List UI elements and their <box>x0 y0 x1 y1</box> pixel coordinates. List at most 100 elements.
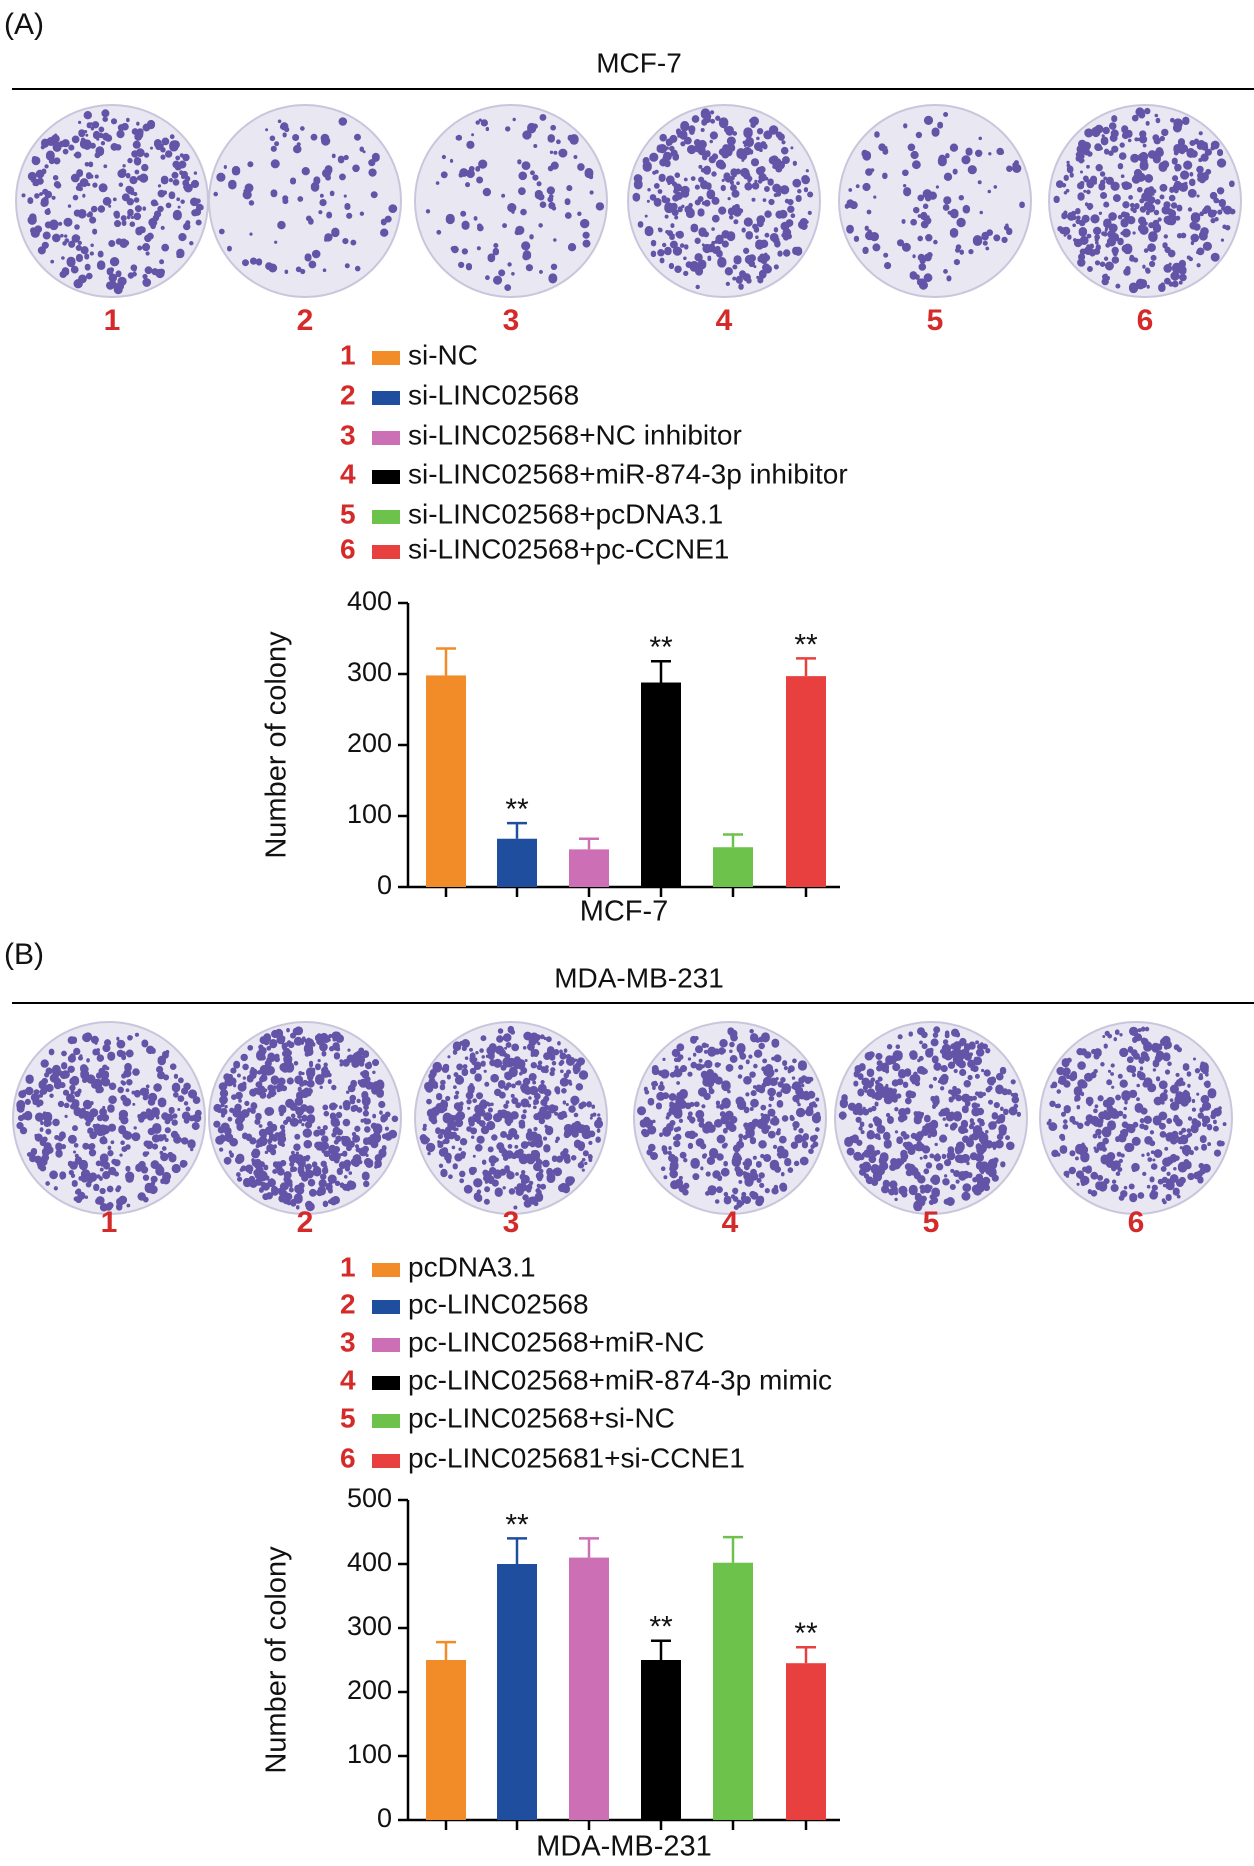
plate-label: 3 <box>503 1206 520 1239</box>
bar <box>641 1660 681 1820</box>
y-tick-label: 300 <box>347 657 392 687</box>
bar <box>497 838 537 887</box>
legend-number: 4 <box>340 1364 356 1395</box>
panel-title: MDA-MB-231 <box>554 962 724 993</box>
legend-label: pc-LINC02568+miR-NC <box>408 1326 704 1357</box>
bar <box>713 847 753 887</box>
legend-label: si-NC <box>408 339 478 370</box>
plate-label: 2 <box>297 304 314 337</box>
bar <box>641 682 681 887</box>
legend-number: 1 <box>340 339 356 370</box>
y-tick-label: 400 <box>347 586 392 616</box>
y-tick-label: 100 <box>347 1739 392 1769</box>
panel-title: MCF-7 <box>596 47 682 78</box>
panel-label: (A) <box>4 8 44 41</box>
bar <box>786 1663 826 1820</box>
x-axis-label: MDA-MB-231 <box>536 1831 712 1863</box>
colonies <box>16 1032 202 1212</box>
plate-label: 3 <box>503 304 520 337</box>
plate-label: 5 <box>923 1206 940 1239</box>
legend-number: 4 <box>340 458 356 489</box>
bar <box>569 849 609 887</box>
legend-swatch <box>372 470 400 484</box>
colonies <box>838 1026 1021 1212</box>
plate-label: 6 <box>1137 304 1154 337</box>
legend-swatch <box>372 1376 400 1390</box>
legend-swatch <box>372 510 400 524</box>
y-tick-label: 500 <box>347 1483 392 1513</box>
legend-swatch <box>372 351 400 365</box>
y-axis-label: Number of colony <box>261 1546 293 1774</box>
legend-label: pc-LINC02568+miR-874-3p mimic <box>408 1364 832 1395</box>
legend-label: pc-LINC025681+si-CCNE1 <box>408 1442 745 1473</box>
plate-label: 2 <box>297 1206 314 1239</box>
plate-label: 4 <box>722 1206 739 1239</box>
colonies <box>213 117 398 275</box>
plate-label: 5 <box>927 304 944 337</box>
colonies <box>632 108 814 290</box>
plate-label: 1 <box>104 304 121 337</box>
legend-label: pc-LINC02568+si-NC <box>408 1402 675 1433</box>
y-tick-label: 400 <box>347 1547 392 1577</box>
legend-swatch <box>372 1414 400 1428</box>
legend-number: 3 <box>340 419 356 450</box>
legend-swatch <box>372 1300 400 1314</box>
y-tick-label: 200 <box>347 1675 392 1705</box>
legend-label: si-LINC02568+pc-CCNE1 <box>408 533 729 564</box>
significance: ** <box>794 628 818 661</box>
bar <box>426 675 466 887</box>
bar <box>569 1557 609 1820</box>
plate-label: 4 <box>716 304 733 337</box>
legend-number: 6 <box>340 1442 356 1473</box>
y-tick-label: 100 <box>347 799 392 829</box>
legend-number: 3 <box>340 1326 356 1357</box>
legend-number: 2 <box>340 1288 356 1319</box>
legend-swatch <box>372 545 400 559</box>
legend-label: pcDNA3.1 <box>408 1251 536 1282</box>
legend-label: si-LINC02568+NC inhibitor <box>408 419 742 450</box>
bar <box>497 1564 537 1820</box>
plate <box>208 104 402 298</box>
y-tick-label: 0 <box>377 1803 392 1833</box>
plate-label: 1 <box>101 1206 118 1239</box>
legend-swatch <box>372 1263 400 1277</box>
significance: ** <box>794 1617 818 1650</box>
colonies <box>213 1026 399 1212</box>
colonies <box>419 1025 604 1210</box>
bar <box>426 1660 466 1820</box>
colonies <box>21 109 204 295</box>
legend-label: si-LINC02568 <box>408 379 579 410</box>
legend-swatch <box>372 1338 400 1352</box>
y-tick-label: 300 <box>347 1611 392 1641</box>
legend-number: 1 <box>340 1251 356 1282</box>
legend-number: 2 <box>340 379 356 410</box>
legend-number: 6 <box>340 533 356 564</box>
legend-number: 5 <box>340 1402 356 1433</box>
colonies <box>637 1027 821 1211</box>
significance: ** <box>649 631 673 664</box>
y-tick-label: 0 <box>377 870 392 900</box>
colonies <box>1046 1026 1227 1205</box>
colonies <box>425 113 605 292</box>
y-axis-label: Number of colony <box>261 631 293 859</box>
x-axis-label: MCF-7 <box>580 896 669 928</box>
colonies <box>1053 107 1236 294</box>
legend-label: si-LINC02568+miR-874-3p inhibitor <box>408 458 848 489</box>
panel-label: (B) <box>4 938 44 971</box>
legend-number: 5 <box>340 498 356 529</box>
significance: ** <box>649 1611 673 1644</box>
colonies <box>844 112 1025 290</box>
significance: ** <box>505 793 529 826</box>
legend-swatch <box>372 431 400 445</box>
legend-swatch <box>372 1454 400 1468</box>
bar <box>713 1562 753 1820</box>
legend-label: pc-LINC02568 <box>408 1288 589 1319</box>
plate-label: 6 <box>1128 1206 1145 1239</box>
significance: ** <box>505 1508 529 1541</box>
plate <box>414 104 608 298</box>
bar <box>786 676 826 887</box>
y-tick-label: 200 <box>347 728 392 758</box>
legend-label: si-LINC02568+pcDNA3.1 <box>408 498 723 529</box>
legend-swatch <box>372 391 400 405</box>
